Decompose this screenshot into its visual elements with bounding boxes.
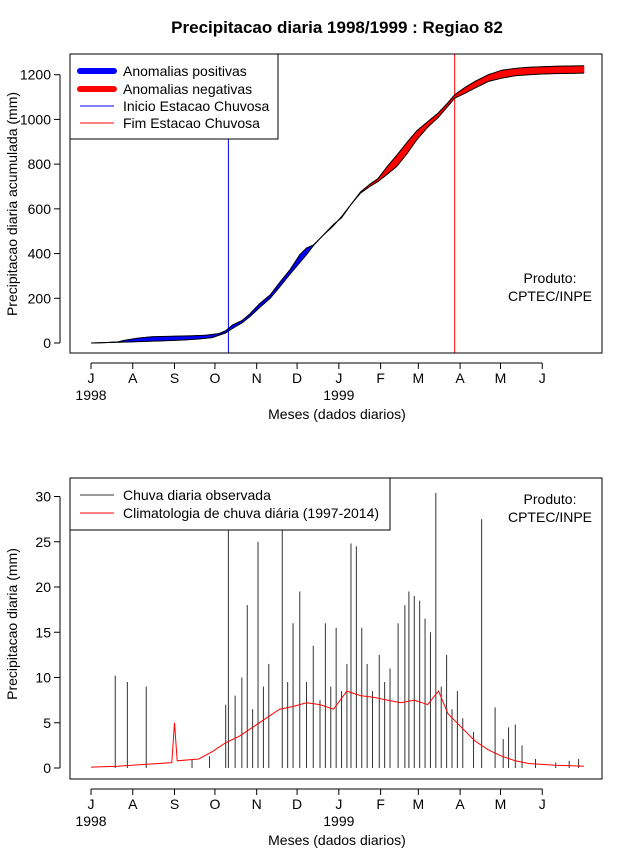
x-axis-title: Meses (dados diarios) (268, 832, 406, 848)
y-tick-label: 5 (43, 715, 51, 731)
x-tick-label: S (170, 370, 179, 386)
legend-label-start: Inicio Estacao Chuvosa (123, 98, 270, 114)
x-tick-label: F (376, 370, 385, 386)
top-chart-legend: Anomalias positivas Anomalias negativas … (69, 53, 279, 140)
x-tick-label: J (88, 370, 95, 386)
x-tick-label: M (412, 370, 424, 386)
legend-label-negative: Anomalias negativas (123, 81, 252, 97)
x-tick-label: D (292, 370, 302, 386)
bottom-chart-data (90, 491, 585, 768)
top-chart-frame (69, 53, 603, 354)
x-tick-label: M (495, 796, 507, 812)
product-label: Produto: (524, 491, 577, 507)
x-tick-label: J (335, 796, 342, 812)
product-source: CPTEC/INPE (508, 288, 592, 304)
legend-box (69, 477, 391, 531)
y-tick-label: 15 (35, 624, 51, 640)
x-tick-label: F (376, 796, 385, 812)
x-tick-label: M (495, 370, 507, 386)
y-tick-label: 600 (28, 201, 52, 217)
x-tick-label: M (412, 796, 424, 812)
climatology-daily-line (90, 690, 585, 768)
y-tick-label: 20 (35, 579, 51, 595)
year-label: 1998 (75, 813, 106, 829)
x-tick-label: N (252, 796, 262, 812)
negative-anomaly-area (582, 65, 585, 74)
x-axis-title: Meses (dados diarios) (268, 406, 406, 422)
x-tick-label: D (292, 796, 302, 812)
y-tick-label: 1200 (20, 67, 51, 83)
x-tick-label: A (128, 796, 138, 812)
y-tick-label: 25 (35, 534, 51, 550)
observed-cumulative-line (90, 72, 585, 344)
x-tick-label: A (455, 370, 465, 386)
y-tick-label: 400 (28, 246, 52, 262)
x-tick-label: N (252, 370, 262, 386)
y-axis-title: Precipitacao diaria acumulada (mm) (4, 92, 20, 316)
y-tick-label: 200 (28, 290, 52, 306)
year-label: 1999 (323, 813, 354, 829)
chart-title: Precipitacao diaria 1998/1999 : Regiao 8… (171, 18, 503, 37)
x-tick-label: A (455, 796, 465, 812)
x-tick-label: O (209, 370, 220, 386)
x-tick-label: J (335, 370, 342, 386)
y-axis-title: Precipitacao diaria (mm) (4, 548, 20, 700)
x-tick-label: A (128, 370, 138, 386)
legend-label-observed: Chuva diaria observada (123, 487, 271, 503)
y-tick-label: 1000 (20, 111, 51, 127)
legend-label-end: Fim Estacao Chuvosa (123, 115, 260, 131)
product-source: CPTEC/INPE (508, 509, 592, 525)
legend-label-climatology: Climatologia de chuva diária (1997-2014) (123, 505, 379, 521)
x-tick-label: J (539, 370, 546, 386)
x-tick-label: S (170, 796, 179, 812)
x-tick-label: J (539, 796, 546, 812)
x-tick-label: J (88, 796, 95, 812)
y-tick-label: 0 (43, 760, 51, 776)
x-tick-label: O (209, 796, 220, 812)
year-label: 1998 (75, 387, 106, 403)
y-tick-label: 30 (35, 489, 51, 505)
product-label: Produto: (524, 270, 577, 286)
legend-label-positive: Anomalias positivas (123, 63, 247, 79)
y-tick-label: 0 (43, 335, 51, 351)
y-tick-label: 800 (28, 156, 52, 172)
y-tick-label: 10 (35, 670, 51, 686)
year-label: 1999 (323, 387, 354, 403)
bottom-chart-legend: Chuva diaria observada Climatologia de c… (69, 477, 391, 531)
